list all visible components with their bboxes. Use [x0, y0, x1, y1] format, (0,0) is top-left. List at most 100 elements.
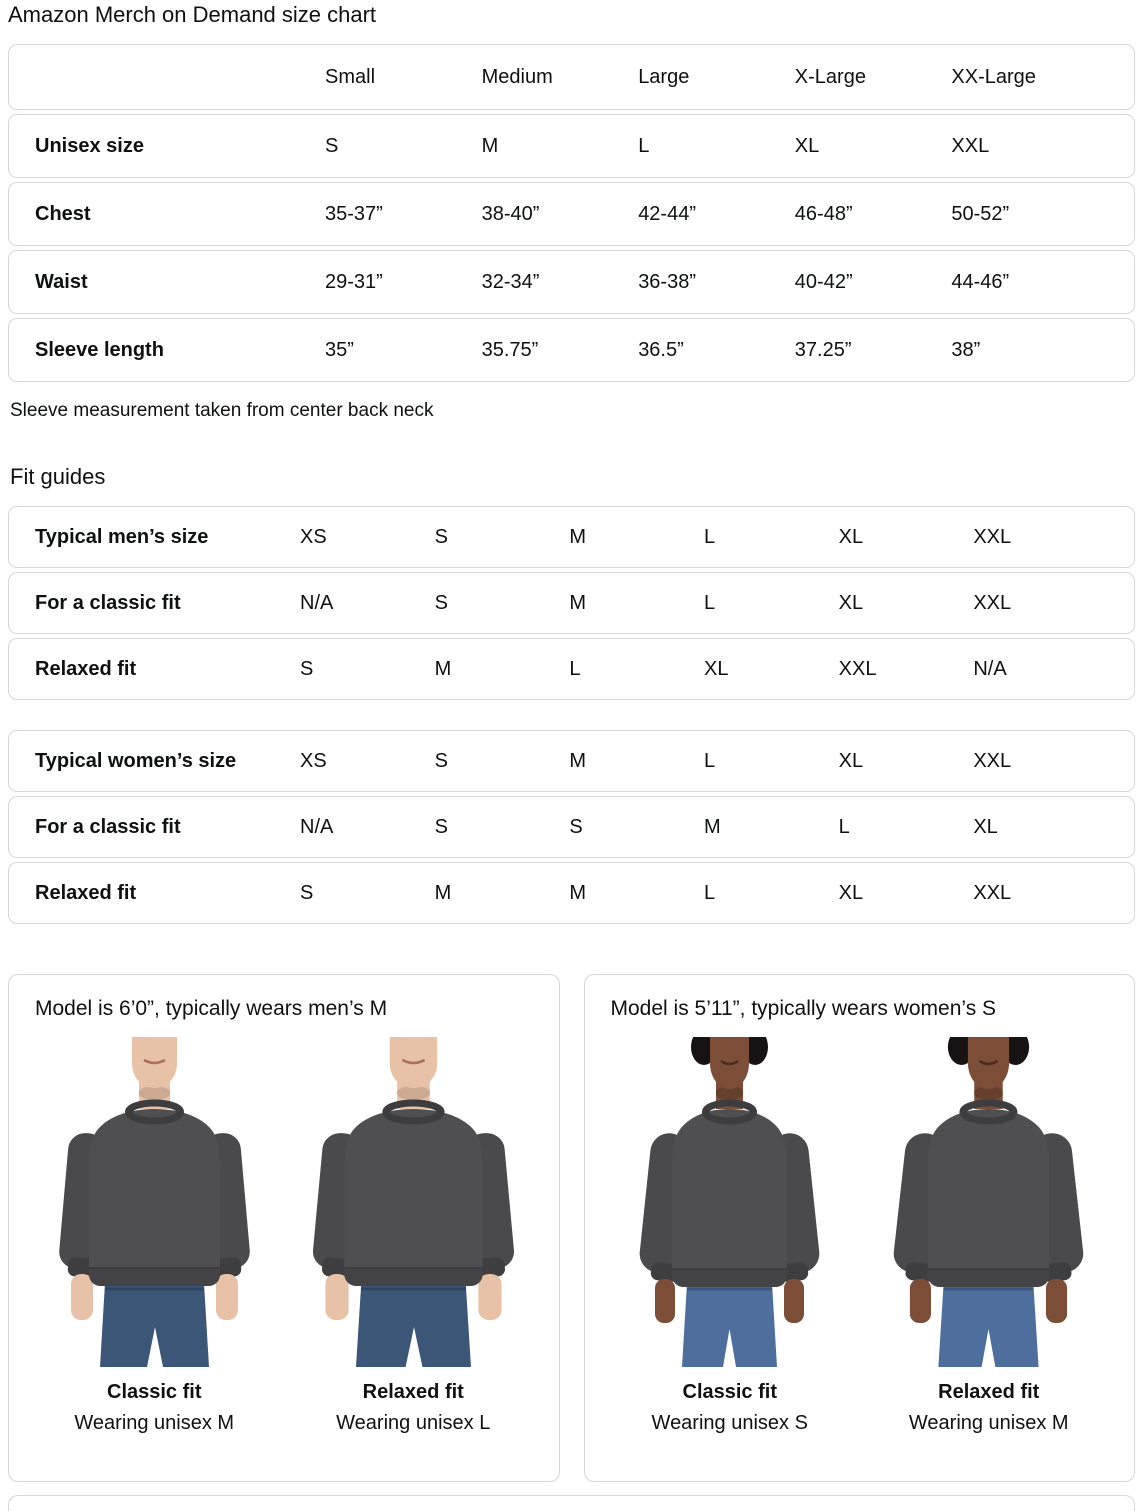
table-row-waist: Waist 29-31” 32-34” 36-38” 40-42” 44-46”: [8, 250, 1135, 314]
table-row-womens-classic-fit: For a classic fit N/A S S M L XL: [8, 796, 1135, 858]
column-header-large: Large: [638, 66, 690, 88]
cell-value: M: [569, 882, 586, 904]
cell-value: L: [569, 658, 581, 680]
table-row-mens-classic-fit: For a classic fit N/A S M L XL XXL: [8, 572, 1135, 634]
cell-value: 35-37”: [325, 203, 383, 225]
fit-caption: Relaxed fit: [362, 1381, 464, 1403]
fit-guides-heading: Fit guides: [10, 464, 106, 489]
size-table: Small Medium Large X-Large XX-Large Unis…: [8, 44, 1135, 382]
cell-value: 44-46”: [951, 271, 1010, 293]
row-label: Typical men’s size: [35, 526, 209, 548]
row-label: Typical women’s size: [35, 750, 237, 772]
cell-value: XL: [838, 882, 864, 904]
cell-value: L: [704, 882, 716, 904]
cell-value: S: [300, 658, 314, 680]
mens-model-photos: Classic fit Wearing unisex M Relaxed fit…: [33, 1037, 535, 1435]
wearing-caption: Wearing unisex M: [74, 1412, 235, 1434]
cell-value: XL: [838, 592, 864, 614]
cell-value: S: [434, 592, 448, 614]
sleeve-note: Sleeve measurement taken from center bac…: [10, 400, 434, 421]
cell-value: L: [638, 135, 650, 157]
cell-value: 32-34”: [481, 271, 540, 293]
cell-value: 42-44”: [638, 203, 696, 225]
cell-value: M: [569, 750, 586, 772]
cell-value: XXL: [838, 658, 877, 680]
cell-value: XS: [300, 526, 327, 548]
cell-value: N/A: [973, 658, 1007, 680]
column-header-medium: Medium: [481, 66, 553, 88]
fit-caption: Classic fit: [682, 1381, 777, 1403]
model-photo-mens-relaxed: Relaxed fit Wearing unisex L: [300, 1037, 526, 1435]
cell-value: 50-52”: [951, 203, 1010, 225]
table-row-unisex-size: Unisex size S M L XL XXL: [8, 114, 1135, 178]
row-label: Relaxed fit: [35, 882, 137, 904]
cell-value: XL: [704, 658, 729, 680]
table-row-mens-relaxed-fit: Relaxed fit S M L XL XXL N/A: [8, 638, 1135, 700]
wearing-caption: Wearing unisex L: [336, 1412, 491, 1434]
cell-value: S: [434, 526, 448, 548]
womens-classic-fit-model-image: [617, 1037, 843, 1367]
row-label: Unisex size: [35, 135, 144, 157]
cell-value: M: [434, 658, 452, 680]
cell-value: S: [300, 882, 314, 904]
row-label: Chest: [35, 203, 91, 225]
cell-value: M: [569, 526, 586, 548]
cell-value: S: [325, 135, 339, 157]
mens-relaxed-fit-model-image: [300, 1037, 526, 1367]
cell-value: 38”: [951, 339, 981, 361]
table-row-typical-mens-size: Typical men’s size XS S M L XL XXL: [8, 506, 1135, 568]
fit-caption: Classic fit: [107, 1381, 202, 1403]
cell-value: XL: [973, 816, 998, 838]
cell-value: XL: [794, 135, 820, 157]
cell-value: L: [704, 750, 716, 772]
model-cards: Model is 6’0”, typically wears men’s M C…: [8, 974, 1135, 1482]
wearing-caption: Wearing unisex M: [908, 1412, 1069, 1434]
cell-value: XXL: [973, 592, 1012, 614]
row-label: For a classic fit: [35, 592, 181, 614]
cell-value: 35.75”: [481, 339, 539, 361]
model-photo-womens-relaxed: Relaxed fit Wearing unisex M: [876, 1037, 1102, 1435]
model-photo-mens-classic: Classic fit Wearing unisex M: [41, 1037, 267, 1435]
cell-value: 40-42”: [794, 271, 853, 293]
womens-relaxed-fit-model-image: [876, 1037, 1102, 1367]
table-row-womens-relaxed-fit: Relaxed fit S M M L XL XXL: [8, 862, 1135, 924]
cell-value: 36-38”: [638, 271, 696, 293]
mens-model-card-title: Model is 6’0”, typically wears men’s M: [35, 997, 388, 1020]
row-label: Waist: [35, 271, 88, 293]
womens-model-card-title: Model is 5’11”, typically wears women’s …: [610, 997, 997, 1020]
womens-fit-table: Typical women’s size XS S M L XL XXL For…: [8, 730, 1135, 924]
mens-fit-table: Typical men’s size XS S M L XL XXL For a…: [8, 506, 1135, 700]
fit-caption: Relaxed fit: [938, 1381, 1040, 1403]
cell-value: N/A: [300, 816, 334, 838]
cell-value: M: [569, 592, 586, 614]
cell-value: 35”: [325, 339, 354, 361]
row-label: For a classic fit: [35, 816, 181, 838]
cell-value: 38-40”: [481, 203, 540, 225]
wearing-caption: Wearing unisex S: [651, 1412, 808, 1434]
table-row-typical-womens-size: Typical women’s size XS S M L XL XXL: [8, 730, 1135, 792]
cell-value: L: [704, 592, 716, 614]
column-header-x-large: X-Large: [794, 66, 866, 88]
table-row-sleeve-length: Sleeve length 35” 35.75” 36.5” 37.25” 38…: [8, 318, 1135, 382]
womens-model-photos: Classic fit Wearing unisex S Relaxed fit…: [609, 1037, 1111, 1435]
cell-value: M: [704, 816, 721, 838]
cell-value: S: [434, 750, 448, 772]
mens-classic-fit-model-image: [41, 1037, 267, 1367]
cell-value: S: [569, 816, 583, 838]
womens-model-card: Model is 5’11”, typically wears women’s …: [583, 974, 1135, 1482]
cell-value: N/A: [300, 592, 334, 614]
size-table-header-row: Small Medium Large X-Large XX-Large: [8, 44, 1135, 110]
cell-value: M: [434, 882, 452, 904]
cell-value: L: [704, 526, 716, 548]
model-photo-womens-classic: Classic fit Wearing unisex S: [617, 1037, 843, 1435]
column-header-xx-large: XX-Large: [951, 66, 1036, 88]
column-header-small: Small: [325, 66, 376, 88]
cell-value: XXL: [951, 135, 990, 157]
cell-value: XL: [838, 750, 864, 772]
cell-value: XXL: [973, 750, 1012, 772]
cell-value: XXL: [973, 526, 1012, 548]
cell-value: L: [838, 816, 850, 838]
row-label: Sleeve length: [35, 339, 164, 361]
cell-value: 37.25”: [794, 339, 852, 361]
